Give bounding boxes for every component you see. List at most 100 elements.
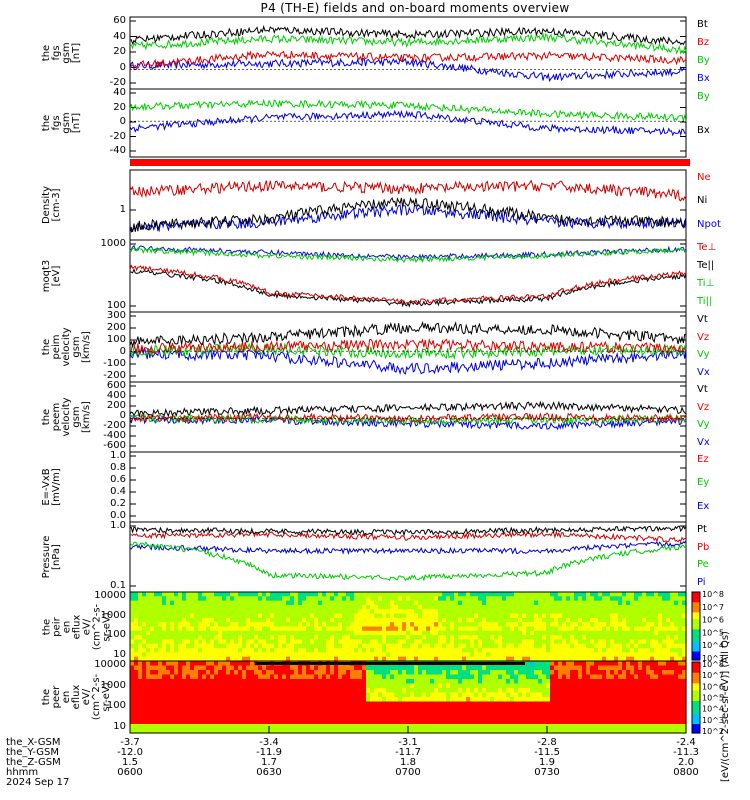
spectrogram-cell	[206, 724, 211, 730]
spectrogram-cell	[190, 719, 195, 725]
spectrogram-cell	[530, 670, 535, 676]
spectrogram-cell	[354, 622, 359, 628]
spectrogram-cell	[478, 688, 483, 694]
spectrogram-cell	[306, 639, 311, 645]
spectrogram-cell	[322, 715, 327, 721]
spectrogram-cell	[522, 665, 527, 671]
spectrogram-cell	[130, 648, 135, 653]
spectrogram-cell	[178, 604, 183, 610]
spectrogram-cell	[230, 670, 235, 676]
panel-frame	[129, 239, 687, 313]
spectrogram-cell	[454, 604, 459, 610]
spectrogram-cell	[582, 626, 587, 632]
spectrogram-cell	[470, 697, 475, 703]
spectrogram-cell	[318, 683, 323, 689]
spectrogram-cell	[278, 715, 283, 721]
spectrogram-cell	[330, 710, 335, 716]
spectrogram-cell	[502, 719, 507, 725]
spectrogram-cell	[626, 697, 631, 703]
spectrogram-cell	[406, 596, 411, 602]
spectrogram-cell	[502, 639, 507, 645]
spectrogram-cell	[614, 617, 619, 623]
spectrogram-cell	[146, 688, 151, 694]
spectrogram-cell	[130, 706, 135, 712]
spectrogram-cell	[174, 665, 179, 671]
spectrogram-cell	[570, 683, 575, 689]
spectrogram-cell	[186, 724, 191, 730]
spectrogram-cell	[634, 613, 639, 619]
spectrogram-cell	[350, 715, 355, 721]
spectrogram-cell	[578, 674, 583, 680]
spectrogram-cell	[574, 728, 579, 734]
spectrogram-cell	[386, 622, 391, 628]
spectrogram-cell	[382, 613, 387, 619]
spectrogram-cell	[330, 600, 335, 606]
spectrogram-cell	[174, 617, 179, 623]
spectrogram-cell	[494, 715, 499, 721]
spectrogram-cell	[266, 706, 271, 712]
spectrogram-cell	[642, 674, 647, 680]
spectrogram-cell	[258, 724, 263, 730]
spectrogram-cell	[470, 604, 475, 610]
spectrogram-cell	[598, 701, 603, 707]
spectrogram-cell	[474, 719, 479, 725]
spectrogram-cell	[246, 639, 251, 645]
spectrogram-cell	[638, 679, 643, 685]
spectrogram-cell	[378, 724, 383, 730]
spectrogram-cell	[534, 604, 539, 610]
spectrogram-cell	[130, 596, 135, 602]
spectrogram-cell	[258, 643, 263, 649]
spectrogram-cell	[430, 652, 435, 658]
spectrogram-cell	[174, 630, 179, 636]
spectrogram-cell	[646, 661, 651, 667]
spectrogram-cell	[414, 630, 419, 636]
spectrogram-cell	[446, 706, 451, 712]
spectrogram-cell	[394, 609, 399, 615]
spectrogram-cell	[254, 635, 259, 641]
spectrogram-cell	[210, 688, 215, 694]
spectrogram-cell	[630, 688, 635, 694]
spectrogram-cell	[246, 609, 251, 615]
spectrogram-cell	[550, 613, 555, 619]
spectrogram-cell	[266, 630, 271, 636]
spectrogram-cell	[626, 679, 631, 685]
spectrogram-cell	[226, 715, 231, 721]
spectrogram-cell	[474, 665, 479, 671]
spectrogram-cell	[350, 613, 355, 619]
spectrogram-cell	[150, 688, 155, 694]
spectrogram-cell	[218, 679, 223, 685]
spectrogram-cell	[234, 613, 239, 619]
spectrogram-cell	[550, 728, 555, 734]
spectrogram-cell	[174, 719, 179, 725]
spectrogram-cell	[442, 670, 447, 676]
spectrogram-cell	[526, 674, 531, 680]
spectrogram-cell	[574, 683, 579, 689]
spectrogram-cell	[270, 728, 275, 734]
spectrogram-cell	[286, 719, 291, 725]
spectrogram-cell	[422, 728, 427, 734]
spectrogram-cell	[322, 609, 327, 615]
spectrogram-cell	[298, 728, 303, 734]
spectrogram-cell	[474, 635, 479, 641]
spectrogram-cell	[618, 728, 623, 734]
spectrogram-cell	[250, 617, 255, 623]
spectrogram-cell	[650, 613, 655, 619]
spectrogram-cell	[558, 656, 563, 662]
spectrogram-cell	[378, 600, 383, 606]
spectrogram-cell	[458, 635, 463, 641]
spectrogram-cell	[214, 670, 219, 676]
spectrogram-cell	[386, 630, 391, 636]
spectrogram-cell	[490, 643, 495, 649]
spectrogram-cell	[234, 670, 239, 676]
spectrogram-cell	[366, 643, 371, 649]
spectrogram-cell	[202, 724, 207, 730]
spectrogram-cell	[506, 600, 511, 606]
spectrogram-cell	[234, 639, 239, 645]
spectrogram-cell	[230, 706, 235, 712]
spectrogram-cell	[246, 626, 251, 632]
spectrogram-cell	[682, 592, 687, 597]
spectrogram-cell	[678, 609, 683, 615]
spectrogram-cell	[450, 728, 455, 734]
spectrogram-cell	[142, 592, 147, 597]
spectrogram-cell	[682, 630, 687, 636]
